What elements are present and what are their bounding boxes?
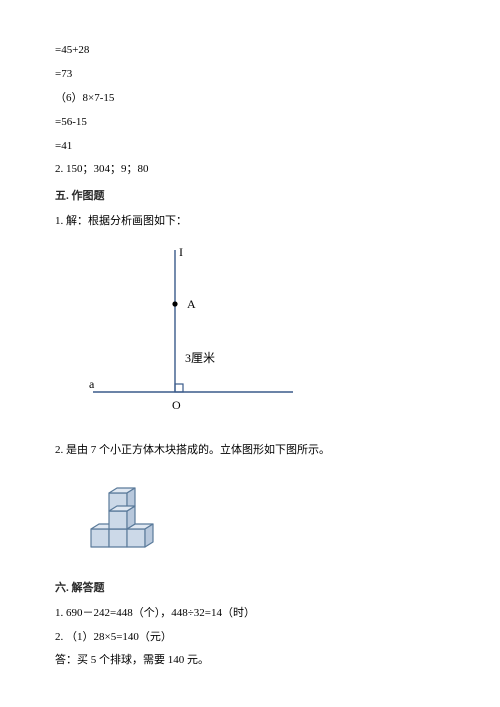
- section-5-title: 五. 作图题: [55, 186, 445, 207]
- label-a: a: [89, 377, 95, 391]
- calc-line: =73: [55, 64, 445, 85]
- question-2-text: 2. 是由 7 个小正方体木块搭成的。立体图形如下图所示。: [55, 440, 445, 461]
- calc-line: （6）8×7-15: [55, 88, 445, 109]
- label-A: A: [187, 297, 196, 311]
- label-I: I: [179, 245, 183, 259]
- label-length: 3厘米: [185, 351, 215, 365]
- calc-line: =41: [55, 136, 445, 157]
- calc-line: =56-15: [55, 112, 445, 133]
- section-6-title: 六. 解答题: [55, 578, 445, 599]
- cubes-figure: [85, 471, 445, 564]
- label-O: O: [172, 398, 181, 412]
- answer-line: 答：买 5 个排球，需要 140 元。: [55, 650, 445, 671]
- geometry-figure: I A 3厘米 a O: [85, 242, 445, 430]
- calc-line: 2. 150；304；9；80: [55, 159, 445, 180]
- answer-line: 1. 690－242=448（个），448÷32=14（时）: [55, 603, 445, 624]
- calc-line: =45+28: [55, 40, 445, 61]
- question-1-text: 1. 解：根据分析画图如下：: [55, 211, 445, 232]
- answer-line: 2. （1）28×5=140（元）: [55, 627, 445, 648]
